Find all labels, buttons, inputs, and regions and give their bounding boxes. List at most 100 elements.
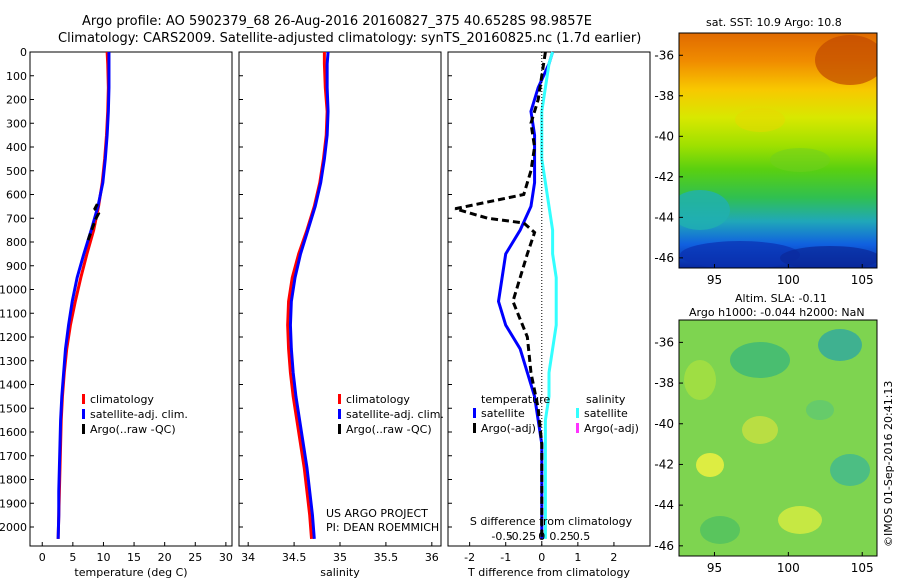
difference-profile-xlabel: T difference from climatology: [467, 566, 630, 579]
map-x-tick-label: 95: [707, 561, 722, 575]
y-tick-label: 600: [6, 189, 27, 202]
sst-map-frame: [678, 32, 878, 269]
series-argo-raw-qc-: [86, 203, 101, 243]
salinity-legend-swatch: [338, 409, 341, 419]
y-tick-label: 1700: [0, 450, 27, 463]
map-y-tick-label: -46: [654, 251, 674, 265]
temperature-legend-swatch: [82, 394, 85, 404]
difference-profile-frame: [447, 51, 651, 547]
x-tick-label: 0: [39, 551, 46, 564]
y-tick-label: 2000: [0, 521, 27, 534]
sla-map-image: [679, 320, 877, 556]
x-tick-label: 1: [574, 551, 581, 564]
map-y-tick-label: -38: [654, 89, 674, 103]
x2-tick-label: 0: [538, 530, 545, 543]
salinity-legend-label: satellite-adj. clim.: [346, 408, 444, 421]
diff-temperature-legend-label: Argo(-adj): [481, 422, 536, 435]
y-tick-label: 100: [6, 70, 27, 83]
map-y-tick-label: -40: [654, 129, 674, 143]
diff-salinity-legend-label: Argo(-adj): [584, 422, 639, 435]
salinity-profile-xlabel: salinity: [320, 566, 360, 579]
sst-map-image: [679, 33, 877, 268]
y-tick-label: 800: [6, 236, 27, 249]
temperature-legend-label: satellite-adj. clim.: [90, 408, 188, 421]
diff-temperature-legend-label: satellite: [481, 407, 525, 420]
y-tick-label: 900: [6, 260, 27, 273]
x-tick-label: -2: [464, 551, 475, 564]
map-y-tick-label: -44: [654, 210, 674, 224]
y-tick-label: 0: [20, 46, 27, 59]
y-tick-label: 1200: [0, 331, 27, 344]
x-tick-label: 30: [219, 551, 233, 564]
sla-map-title-line-1: Altim. SLA: -0.11: [735, 292, 827, 305]
temperature-legend-swatch: [82, 409, 85, 419]
map-y-tick-label: -44: [654, 498, 674, 512]
x-tick-label: 2: [610, 551, 617, 564]
map-x-tick-label: 100: [777, 273, 800, 287]
salinity-legend-label: climatology: [346, 393, 410, 406]
series-salinity-satellite: [540, 51, 558, 539]
series-satellite-adj-clim-: [56, 52, 111, 539]
map-y-tick-label: -46: [654, 539, 674, 553]
x-tick-label: -1: [500, 551, 511, 564]
series-satellite-adj-clim-: [288, 51, 330, 539]
map-y-tick-label: -36: [654, 335, 674, 349]
y-tick-label: 300: [6, 117, 27, 130]
diff-sal-legend-title: salinity: [586, 393, 626, 406]
diff-salinity-legend-swatch: [576, 408, 579, 418]
temperature-legend-swatch: [82, 424, 85, 434]
y-tick-label: 1800: [0, 474, 27, 487]
y-tick-label: 400: [6, 141, 27, 154]
y-tick-label: 500: [6, 165, 27, 178]
x2-label: S difference from climatology: [470, 515, 633, 528]
x-tick-label: 25: [188, 551, 202, 564]
salinity-legend-swatch: [338, 394, 341, 404]
map-x-tick-label: 95: [707, 273, 722, 287]
x-tick-label: 0: [538, 551, 545, 564]
y-tick-label: 1900: [0, 497, 27, 510]
x-tick-label: 34: [241, 551, 255, 564]
temperature-profile-xlabel: temperature (deg C): [74, 566, 187, 579]
map-x-tick-label: 100: [777, 561, 800, 575]
salinity-legend-label: Argo(..raw -QC): [346, 423, 432, 436]
y-tick-label: 1100: [0, 307, 27, 320]
map-y-tick-label: -36: [654, 48, 674, 62]
x-tick-label: 20: [158, 551, 172, 564]
diff-temp-legend-title: temperature: [481, 393, 550, 406]
x2-tick-label: -0.25: [508, 530, 536, 543]
x-tick-label: 36: [425, 551, 439, 564]
x-tick-label: 34.5: [282, 551, 307, 564]
x-tick-label: 5: [69, 551, 76, 564]
y-tick-label: 1600: [0, 426, 27, 439]
map-x-tick-label: 105: [851, 561, 874, 575]
y-tick-label: 1000: [0, 284, 27, 297]
x-tick-label: 10: [96, 551, 110, 564]
sla-map-title-line-2: Argo h1000: -0.044 h2000: NaN: [689, 306, 865, 319]
sla-map-frame: [678, 319, 878, 557]
x-tick-label: 35.5: [374, 551, 399, 564]
y-tick-label: 1300: [0, 355, 27, 368]
project-annotation: US ARGO PROJECT: [326, 507, 428, 520]
x2-tick-label: 0.5: [573, 530, 591, 543]
salinity-legend-swatch: [338, 424, 341, 434]
map-y-tick-label: -40: [654, 417, 674, 431]
x-tick-label: 35: [333, 551, 347, 564]
x2-tick-label: 0.25: [549, 530, 574, 543]
map-x-tick-label: 105: [851, 273, 874, 287]
y-tick-label: 1500: [0, 402, 27, 415]
header-line-1: Argo profile: AO 5902379_68 26-Aug-2016 …: [82, 14, 592, 29]
temperature-legend-label: Argo(..raw -QC): [90, 423, 176, 436]
diff-temperature-legend-swatch: [473, 408, 476, 418]
map-y-tick-label: -42: [654, 170, 674, 184]
series-temperature-argo-adj-: [454, 51, 547, 539]
y-tick-label: 1400: [0, 379, 27, 392]
series-climatology: [56, 51, 110, 539]
y-tick-label: 700: [6, 212, 27, 225]
sst-map-title: sat. SST: 10.9 Argo: 10.8: [706, 16, 842, 29]
salinity-profile-frame: [238, 51, 442, 547]
map-y-tick-label: -38: [654, 376, 674, 390]
diff-salinity-legend-swatch: [576, 423, 579, 433]
x-tick-label: 15: [127, 551, 141, 564]
project-annotation: PI: DEAN ROEMMICH: [326, 521, 439, 534]
